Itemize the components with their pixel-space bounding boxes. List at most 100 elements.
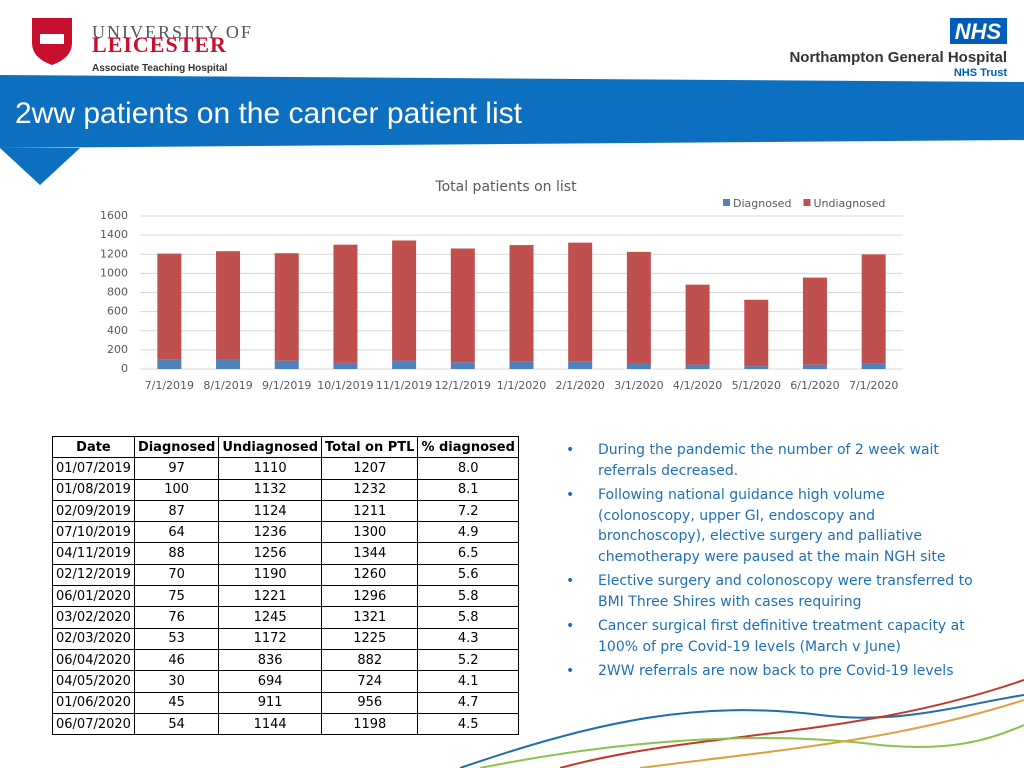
- bullet-text: 2WW referrals are now back to pre Covid-…: [598, 663, 954, 679]
- table-cell: 6.5: [417, 542, 519, 565]
- table-header: Diagnosed: [133, 435, 220, 459]
- bullet-text: Cancer surgical first definitive treatme…: [598, 618, 965, 655]
- table-cell: 1211: [321, 499, 419, 523]
- table-header: % diagnosed: [417, 435, 519, 459]
- table-header: Total on PTL: [321, 435, 419, 459]
- table-cell: 04/05/2020: [52, 670, 135, 693]
- table-cell: 4.1: [417, 670, 519, 693]
- table-cell: 1132: [218, 478, 323, 501]
- bullet-marker: •: [566, 487, 575, 503]
- table-cell: 1110: [218, 457, 323, 480]
- bar-segment: [450, 248, 475, 363]
- table-cell: 45: [133, 691, 220, 714]
- table-row: 03/02/2020 76 1245 1321 5.8: [52, 606, 519, 629]
- y-tick-label: 200: [107, 343, 128, 356]
- bullet-item: • Elective surgery and colonoscopy were t…: [566, 571, 986, 612]
- x-tick-label: 9/1/2019: [262, 379, 311, 392]
- bar-segment: [861, 254, 886, 364]
- bar-segment: [274, 253, 299, 361]
- nhs-logo: NHS: [955, 19, 1002, 44]
- bullet-text: Elective surgery and colonoscopy were tr…: [598, 573, 973, 610]
- x-tick-label: 10/1/2019: [317, 379, 373, 392]
- bar-segment: [626, 363, 651, 369]
- table-cell: 88: [133, 542, 220, 565]
- legend-swatch: [723, 199, 730, 206]
- bullet-marker: •: [566, 573, 575, 589]
- y-tick-label: 1600: [100, 209, 128, 222]
- table-cell: 1236: [218, 521, 323, 544]
- table-cell: 03/02/2020: [52, 606, 135, 629]
- table-cell: 01/08/2019: [52, 478, 135, 501]
- logo-text: Associate Teaching Hospital: [92, 63, 228, 74]
- chart-title: Total patients on list: [434, 179, 577, 195]
- bullet-marker: •: [566, 663, 575, 679]
- table-cell: 30: [133, 670, 220, 693]
- bar-segment: [392, 240, 417, 361]
- table-cell: 8.1: [417, 478, 519, 501]
- legend-label: Diagnosed: [733, 197, 791, 210]
- table-cell: 911: [218, 691, 323, 714]
- bar-segment: [744, 366, 769, 369]
- table-cell: 02/03/2020: [52, 627, 135, 650]
- bar-segment: [626, 251, 651, 364]
- y-tick-label: 1200: [100, 247, 128, 260]
- table-cell: 5.6: [417, 563, 519, 587]
- table-cell: 06/01/2020: [52, 585, 135, 608]
- table-cell: 87: [133, 499, 220, 523]
- table-cell: 01/06/2020: [52, 691, 135, 714]
- table-cell: 1190: [218, 563, 323, 587]
- bullet-list: • During the pandemic the number of 2 wee…: [566, 440, 986, 686]
- table-cell: 76: [133, 606, 220, 629]
- table-row: 02/03/2020 53 1172 1225 4.3: [52, 627, 519, 650]
- x-tick-label: 3/1/2020: [614, 379, 663, 392]
- table-cell: 1321: [321, 606, 419, 629]
- table-row: 02/09/2019 87 1124 1211 7.2: [52, 499, 519, 523]
- bullet-text: During the pandemic the number of 2 week…: [598, 442, 939, 479]
- table-cell: 75: [133, 585, 220, 608]
- x-tick-label: 8/1/2019: [203, 379, 252, 392]
- table-cell: 06/04/2020: [52, 648, 135, 672]
- table-cell: 1232: [321, 478, 419, 501]
- y-tick-label: 400: [107, 324, 128, 337]
- bar-segment: [333, 362, 358, 369]
- x-tick-label: 6/1/2020: [790, 379, 839, 392]
- table-cell: 1260: [321, 563, 419, 587]
- bullet-text: Following national guidance high volume …: [598, 487, 946, 565]
- table-cell: 1256: [218, 542, 323, 565]
- bar-segment: [802, 277, 827, 365]
- table-cell: 694: [218, 670, 323, 693]
- table-row: 04/11/2019 88 1256 1344 6.5: [52, 542, 519, 565]
- table-cell: 8.0: [417, 457, 519, 480]
- table-cell: 02/12/2019: [52, 563, 135, 587]
- data-table: Date Diagnosed Undiagnosed Total on PTL% di…: [52, 435, 519, 736]
- table-cell: 7.2: [417, 499, 519, 523]
- x-tick-label: 1/1/2020: [497, 379, 546, 392]
- x-tick-label: 2/1/2020: [555, 379, 604, 392]
- table-row: 01/06/2020 45 911 956 4.7: [52, 691, 519, 714]
- bar-segment: [157, 253, 182, 360]
- table-cell: 1207: [321, 457, 419, 480]
- x-tick-label: 5/1/2020: [732, 379, 781, 392]
- bar-segment: [392, 360, 417, 369]
- table-header: Date: [52, 435, 135, 459]
- bullet-marker: •: [566, 618, 575, 634]
- legend-swatch: [803, 199, 811, 206]
- bullet-item: • Following national guidance high volume…: [566, 485, 986, 567]
- table-row: 01/07/2019 97 1110 1207 8.0: [52, 457, 519, 480]
- bar-segment: [274, 360, 299, 369]
- table-cell: 956: [321, 691, 419, 714]
- table-cell: 882: [321, 648, 419, 672]
- bar-segment: [685, 364, 710, 369]
- table-cell: 836: [218, 648, 323, 672]
- bullet-item: • Cancer surgical first definitive treatm…: [566, 616, 986, 657]
- table-row: 04/05/2020 30 694 724 4.1: [52, 670, 519, 693]
- table-cell: 1221: [218, 585, 323, 608]
- x-tick-label: 7/1/2019: [145, 379, 194, 392]
- table-row: 01/08/2019 100 1132 1232 8.1: [52, 478, 519, 501]
- bar-segment: [157, 359, 182, 369]
- table-cell: 1198: [321, 712, 419, 736]
- table-row: 02/12/2019 70 1190 1260 5.6: [52, 563, 519, 587]
- table-cell: 64: [133, 521, 220, 544]
- x-tick-label: 11/1/2019: [376, 379, 432, 392]
- table-cell: 1296: [321, 585, 419, 608]
